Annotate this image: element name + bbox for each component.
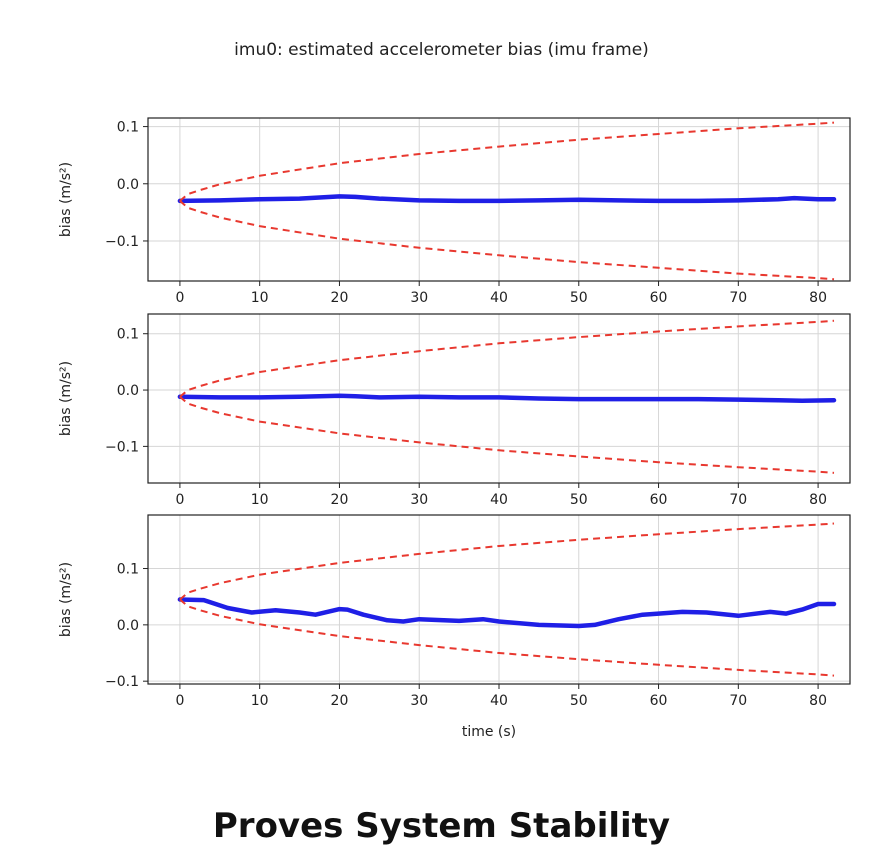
panel-1: 0 10 20 30 40 50 60 70 80 0.1 0.0 −0.1 bias (m/s²) <box>58 117 851 306</box>
x-tick-label: 10 <box>251 290 269 306</box>
x-tick-label: 50 <box>570 290 588 306</box>
figure-title: imu0: estimated accelerometer bias (imu … <box>234 40 649 60</box>
y-axis-label: bias (m/s²) <box>58 562 74 637</box>
x-tick-label: 50 <box>570 492 588 508</box>
bound-line-2 <box>179 396 835 474</box>
x-tick-label: 40 <box>490 693 508 709</box>
x-tick-label: 80 <box>809 693 827 709</box>
x-tick-label: 70 <box>729 693 747 709</box>
x-tick-label: 20 <box>331 492 349 508</box>
caption-heading: Proves System Stability <box>212 806 671 846</box>
bias-line <box>177 393 837 404</box>
x-tick-label: 0 <box>175 693 184 709</box>
x-tick-label: 60 <box>650 492 668 508</box>
x-tick-label: 60 <box>650 290 668 306</box>
y-tick-label: 0.0 <box>117 383 139 399</box>
y-tick-label: 0.1 <box>117 327 139 343</box>
y-tick-label: −0.1 <box>105 234 139 250</box>
x-tick-label: 0 <box>175 290 184 306</box>
x-tick-label: 10 <box>251 693 269 709</box>
bound-line-2 <box>179 598 835 677</box>
x-tick-label: 10 <box>251 492 269 508</box>
x-tick-label: 20 <box>331 693 349 709</box>
y-axis-label: bias (m/s²) <box>58 162 74 237</box>
panel-3: 0 10 20 30 40 50 60 70 80 0.1 0.0 −0.1 bias (m/s²) ti… <box>58 514 851 740</box>
x-axis-label: time (s) <box>462 724 516 740</box>
y-tick-label: 0.1 <box>117 120 139 136</box>
x-tick-label: 30 <box>410 290 428 306</box>
x-tick-label: 30 <box>410 492 428 508</box>
x-tick-label: 80 <box>809 492 827 508</box>
y-tick-label: 0.0 <box>117 177 139 193</box>
x-tick-label: 60 <box>650 693 668 709</box>
x-tick-label: 50 <box>570 693 588 709</box>
bias-figure: 0 10 20 30 40 50 60 70 80 0.1 0.0 −0.1 bias (m/s²) 0 1… <box>58 117 851 740</box>
x-tick-label: 40 <box>490 290 508 306</box>
y-tick-label: −0.1 <box>105 439 139 455</box>
bias-line <box>177 194 837 204</box>
x-tick-label: 40 <box>490 492 508 508</box>
x-tick-label: 20 <box>331 290 349 306</box>
y-tick-label: 0.1 <box>117 562 139 578</box>
y-tick-label: −0.1 <box>105 674 139 690</box>
bias-line <box>177 597 837 629</box>
x-tick-label: 80 <box>809 290 827 306</box>
x-tick-label: 30 <box>410 693 428 709</box>
x-tick-label: 70 <box>729 492 747 508</box>
bound-line-1 <box>179 522 835 601</box>
panel-2: 0 10 20 30 40 50 60 70 80 0.1 0.0 −0.1 bias (m/s²) <box>58 313 851 508</box>
bound-line-1 <box>179 319 835 398</box>
bound-line-1 <box>179 121 835 202</box>
x-tick-label: 70 <box>729 290 747 306</box>
x-tick-label: 0 <box>175 492 184 508</box>
y-axis-label: bias (m/s²) <box>58 361 74 436</box>
y-tick-label: 0.0 <box>117 618 139 634</box>
bound-line-2 <box>179 200 835 281</box>
